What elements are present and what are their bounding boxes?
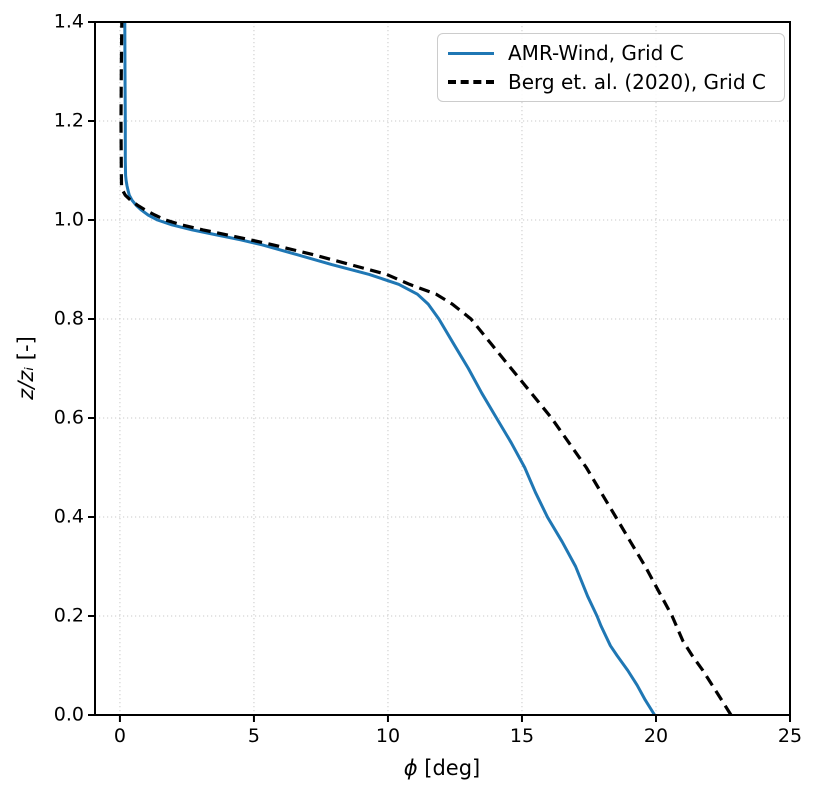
series-line-solid xyxy=(123,21,656,716)
legend: AMR-Wind, Grid C Berg et. al. (2020), Gr… xyxy=(437,33,785,102)
legend-line-sample-dashed xyxy=(448,80,494,84)
y-tick-label: 0.4 xyxy=(53,505,84,528)
y-axis-label: z/zᵢ [-] xyxy=(14,336,38,400)
y-axis-symbol: z/zᵢ xyxy=(14,366,38,400)
legend-label: AMR-Wind, Grid C xyxy=(508,41,684,65)
y-tick-label: 0.2 xyxy=(53,604,84,627)
x-tick-label: 20 xyxy=(643,725,669,747)
y-tick-label: 0.6 xyxy=(53,406,84,429)
y-tick-label: 1.4 xyxy=(53,10,84,33)
x-axis-unit: [deg] xyxy=(417,756,481,780)
y-tick-label: 1.2 xyxy=(53,109,84,132)
x-tick-label: 15 xyxy=(509,725,535,747)
legend-label: Berg et. al. (2020), Grid C xyxy=(508,70,766,94)
x-tick-label: 0 xyxy=(113,725,126,747)
x-axis-symbol: ϕ xyxy=(403,756,418,780)
legend-item: Berg et. al. (2020), Grid C xyxy=(448,71,774,93)
x-tick-label: 10 xyxy=(375,725,401,747)
y-tick-label: 1.0 xyxy=(53,208,84,231)
legend-line-sample-solid xyxy=(448,51,494,55)
series-line-dashed xyxy=(119,21,733,716)
x-axis-label: ϕ [deg] xyxy=(404,756,481,780)
y-tick-label: 0.0 xyxy=(53,703,84,726)
x-tick-label: 5 xyxy=(247,725,260,747)
x-tick-label: 25 xyxy=(777,725,803,747)
y-axis-unit: [-] xyxy=(14,336,38,367)
y-tick-label: 0.8 xyxy=(53,307,84,330)
axes-spines xyxy=(94,21,791,716)
legend-item: AMR-Wind, Grid C xyxy=(448,42,774,64)
